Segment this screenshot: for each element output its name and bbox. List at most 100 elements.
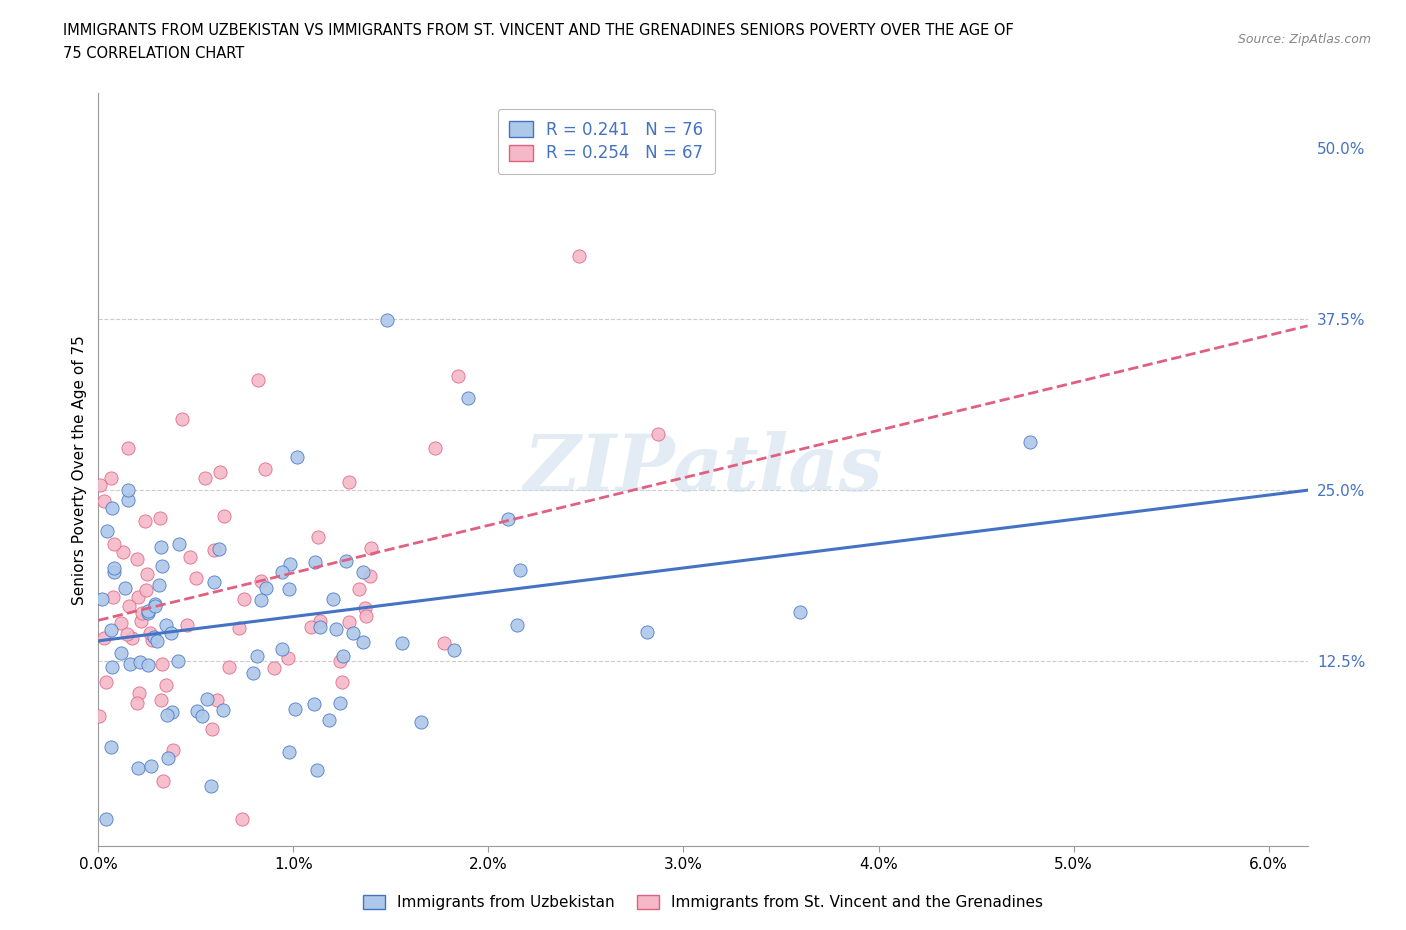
Point [278,557,301,572]
Point [131,605,153,620]
Point [149,539,172,554]
Point [152,774,174,789]
Point [307,529,329,544]
Point [498,512,520,526]
Point [117,441,139,456]
Point [249,592,271,607]
Point [242,665,264,680]
Point [142,630,165,644]
Point [89,478,111,493]
Text: IMMIGRANTS FROM UZBEKISTAN VS IMMIGRANTS FROM ST. VINCENT AND THE GRENADINES SEN: IMMIGRANTS FROM UZBEKISTAN VS IMMIGRANTS… [63,23,1014,38]
Point [127,590,149,604]
Point [789,604,811,619]
Point [194,471,217,485]
Point [568,248,591,263]
Point [96,524,118,538]
Point [118,657,141,671]
Point [307,763,329,777]
Point [208,464,231,479]
Point [125,696,148,711]
Point [205,693,228,708]
Point [330,674,353,689]
Point [155,677,177,692]
Point [128,685,150,700]
Point [134,513,156,528]
Point [125,552,148,567]
Point [299,619,322,634]
Point [179,550,201,565]
Point [246,648,269,663]
Point [284,701,307,716]
Point [103,537,125,551]
Point [329,695,352,710]
Point [342,626,364,641]
Point [329,654,352,669]
Point [425,441,447,456]
Y-axis label: Seniors Poverty Over the Age of 75: Seniors Poverty Over the Age of 75 [72,335,87,604]
Point [186,704,208,719]
Point [101,590,124,604]
Point [156,708,179,723]
Point [100,623,122,638]
Point [211,703,233,718]
Point [141,633,163,648]
Point [149,693,172,708]
Point [110,645,132,660]
Point [100,739,122,754]
Point [271,641,294,656]
Point [129,654,152,669]
Point [93,631,115,645]
Legend: Immigrants from Uzbekistan, Immigrants from St. Vincent and the Grenadines: Immigrants from Uzbekistan, Immigrants f… [356,887,1050,918]
Point [354,609,377,624]
Point [149,511,172,525]
Text: 75 CORRELATION CHART: 75 CORRELATION CHART [63,46,245,61]
Point [162,742,184,757]
Point [354,600,377,615]
Point [150,657,173,671]
Text: ZIPatlas: ZIPatlas [523,432,883,508]
Point [228,620,250,635]
Point [150,558,173,573]
Point [201,722,224,737]
Point [101,659,124,674]
Point [304,554,326,569]
Point [277,745,299,760]
Point [359,568,381,583]
Point [160,705,183,720]
Legend: R = 0.241   N = 76, R = 0.254   N = 67: R = 0.241 N = 76, R = 0.254 N = 67 [498,109,714,174]
Point [191,709,214,724]
Point [263,660,285,675]
Point [231,812,253,827]
Point [309,619,332,634]
Point [135,582,157,597]
Point [647,427,669,442]
Point [360,540,382,555]
Point [96,812,118,827]
Point [157,751,180,765]
Point [136,605,159,620]
Point [136,604,159,618]
Text: Source: ZipAtlas.com: Source: ZipAtlas.com [1237,33,1371,46]
Point [337,474,360,489]
Point [103,565,125,579]
Point [100,470,122,485]
Point [114,580,136,595]
Point [136,567,159,582]
Point [352,565,374,579]
Point [287,449,309,464]
Point [509,563,531,578]
Point [202,575,225,590]
Point [335,553,357,568]
Point [121,631,143,645]
Point [202,542,225,557]
Point [143,597,166,612]
Point [143,599,166,614]
Point [433,635,456,650]
Point [186,570,208,585]
Point [347,581,370,596]
Point [253,461,276,476]
Point [457,391,479,405]
Point [270,565,292,579]
Point [94,674,117,689]
Point [391,635,413,650]
